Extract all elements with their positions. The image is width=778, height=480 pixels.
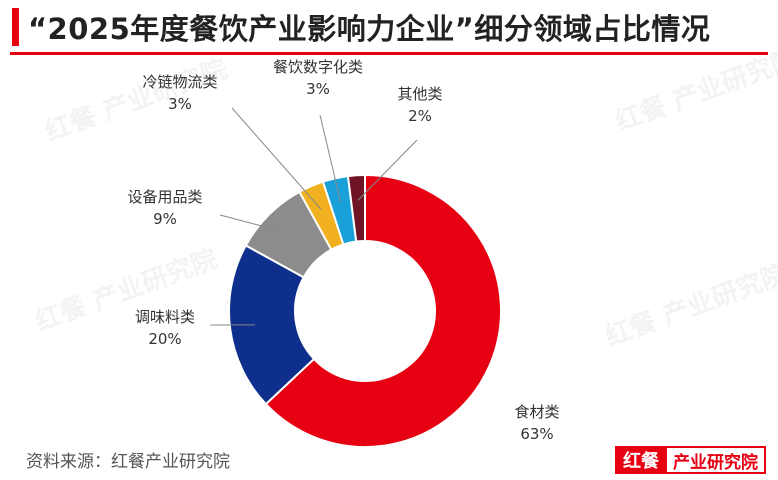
chart-title: “2025年度餐饮产业影响力企业”细分领域占比情况: [28, 12, 711, 46]
slice-value-label: 9%: [153, 210, 177, 228]
leader-line-4: [231, 107, 322, 210]
brand-logo: 红餐 产业研究院: [615, 446, 766, 474]
source-note: 资料来源：红餐产业研究院: [26, 452, 230, 472]
title-divider: [10, 52, 768, 55]
slice-value-label: 3%: [306, 80, 330, 98]
slice-name-label: 调味料类: [135, 308, 195, 326]
slice-value-label: 2%: [408, 107, 432, 125]
slice-name-label: 其他类: [397, 85, 442, 103]
slice-1: [264, 173, 502, 448]
slice-value-label: 63%: [520, 425, 553, 443]
slice-value-label: 20%: [148, 330, 181, 348]
title-accent-bar: [12, 8, 19, 46]
slice-6: [346, 173, 366, 243]
slice-name-label: 冷链物流类: [142, 73, 217, 91]
leader-line-3: [219, 214, 287, 233]
leader-line-6: [357, 139, 418, 201]
leader-line-5: [319, 114, 342, 203]
slice-name-label: 设备用品类: [127, 188, 202, 206]
slice-name-label: 餐饮数字化类: [273, 58, 363, 76]
brand-logo-mark: 红餐: [615, 446, 667, 474]
slice-value-label: 3%: [168, 95, 192, 113]
brand-logo-text: 产业研究院: [667, 446, 766, 474]
slice-name-label: 食材类: [514, 403, 559, 421]
slice-2: [228, 244, 316, 406]
